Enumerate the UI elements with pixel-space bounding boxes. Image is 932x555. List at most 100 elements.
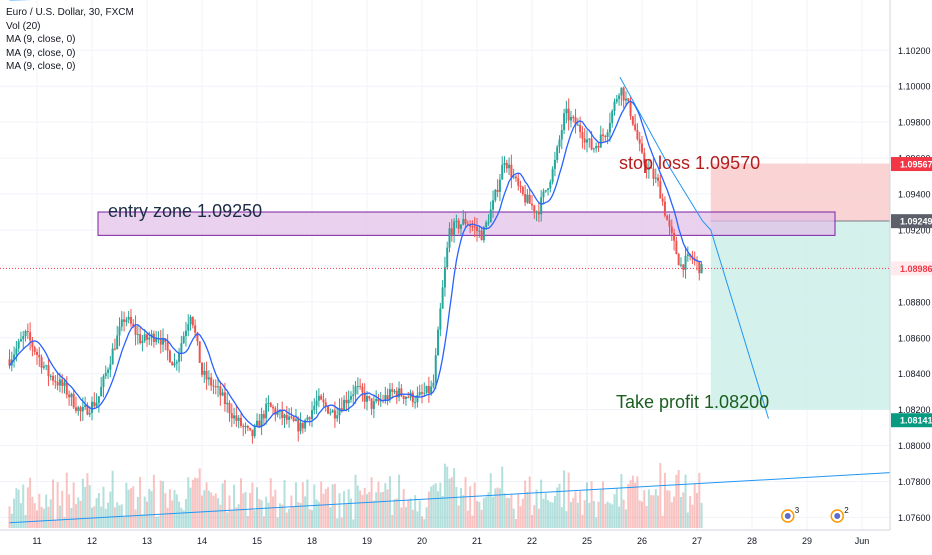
volume-bar [41, 507, 43, 528]
candle-body [389, 389, 391, 399]
candle-body [465, 219, 467, 224]
candle-body [265, 404, 267, 419]
price-tick-label: 1.08800 [898, 297, 931, 307]
take-profit-label[interactable]: Take profit 1.08200 [616, 392, 769, 412]
volume-bar [492, 497, 494, 528]
candle-body [403, 396, 405, 399]
indicator-ma-3[interactable]: MA (9, close, 0) [6, 60, 134, 74]
volume-bar [47, 507, 49, 528]
candle-body [565, 109, 567, 114]
candle-body [178, 353, 180, 362]
candle-body [572, 117, 574, 118]
candle-body [595, 146, 597, 148]
volume-bar [219, 505, 221, 528]
volume-bar [164, 493, 166, 528]
candle-body [114, 349, 116, 350]
volume-bar [162, 481, 164, 528]
volume-bar [570, 502, 572, 528]
volume-bar [675, 475, 677, 528]
candle-body [432, 383, 434, 387]
entry-zone-label[interactable]: entry zone 1.09250 [108, 201, 262, 221]
price-tick-label: 1.07800 [898, 477, 931, 487]
volume-bar [345, 504, 347, 528]
volume-bar [458, 505, 460, 528]
candle-body [77, 407, 79, 410]
candle-body [455, 221, 457, 222]
stop-loss-label[interactable]: stop loss 1.09570 [619, 153, 760, 173]
candle-body [394, 391, 396, 392]
volume-bar [148, 489, 150, 528]
time-tick-label: Jun [855, 536, 870, 546]
candle-body [212, 386, 214, 387]
symbol-title[interactable]: Euro / U.S. Dollar, 30, FXCM [6, 6, 134, 20]
candle-body [458, 221, 460, 229]
volume-bar [160, 481, 162, 528]
candle-body [531, 204, 533, 206]
candle-body [59, 380, 61, 386]
candle-body [586, 140, 588, 143]
candle-body [373, 401, 375, 409]
volume-bar [130, 488, 132, 528]
candle-body [501, 165, 503, 180]
candle-body [630, 101, 632, 116]
volume-bar [444, 464, 446, 528]
volume-bar [112, 471, 114, 528]
volume-bar [375, 492, 377, 528]
volume-bar [634, 483, 636, 528]
candle-body [231, 413, 233, 418]
candle-body [169, 351, 171, 362]
time-tick-label: 18 [307, 536, 317, 546]
volume-bar [68, 494, 70, 528]
volume-bar [43, 509, 45, 528]
candle-body [226, 403, 228, 404]
volume-bar [538, 509, 540, 528]
volume-bar [682, 492, 684, 528]
volume-bar [329, 507, 331, 528]
volume-bar [609, 503, 611, 528]
price-tick-label: 1.10200 [898, 46, 931, 56]
volume-bar [327, 487, 329, 528]
volume-bar [199, 468, 201, 528]
candle-body [201, 363, 203, 375]
volume-bar [155, 517, 157, 528]
volume-bar [267, 503, 269, 528]
candle-body [490, 210, 492, 223]
candle-body [190, 317, 192, 324]
volume-bar [506, 498, 508, 528]
volume-bar [542, 499, 544, 528]
indicator-ma-2[interactable]: MA (9, close, 0) [6, 47, 134, 61]
volume-bar [517, 494, 519, 528]
volume-bar [442, 496, 444, 528]
candle-body [515, 177, 517, 179]
volume-bar [352, 519, 354, 528]
volume-bar [123, 517, 125, 528]
candle-body [666, 216, 668, 221]
price-tick-label: 1.09800 [898, 118, 931, 128]
volume-bar [478, 502, 480, 528]
volume-bar [167, 508, 169, 528]
event-marker-count: 2 [844, 506, 849, 515]
volume-bar [643, 490, 645, 528]
candle-body [423, 393, 425, 394]
volume-bar [646, 506, 648, 528]
volume-bar [135, 510, 137, 528]
volume-bar [659, 463, 661, 528]
volume-bar [341, 517, 343, 528]
volume-bar [242, 493, 244, 528]
candle-body [685, 256, 687, 270]
candle-body [414, 402, 416, 403]
candle-body [148, 338, 150, 340]
candle-body [43, 366, 45, 368]
candle-body [604, 136, 606, 137]
candle-body [524, 194, 526, 202]
candle-body [311, 410, 313, 419]
indicator-ma-1[interactable]: MA (9, close, 0) [6, 33, 134, 47]
indicator-vol[interactable]: Vol (20) [6, 20, 134, 34]
candle-body [29, 332, 31, 340]
volume-bar [247, 516, 249, 528]
volume-bar [428, 491, 430, 528]
volume-bar [80, 501, 82, 528]
candle-body [471, 226, 473, 227]
